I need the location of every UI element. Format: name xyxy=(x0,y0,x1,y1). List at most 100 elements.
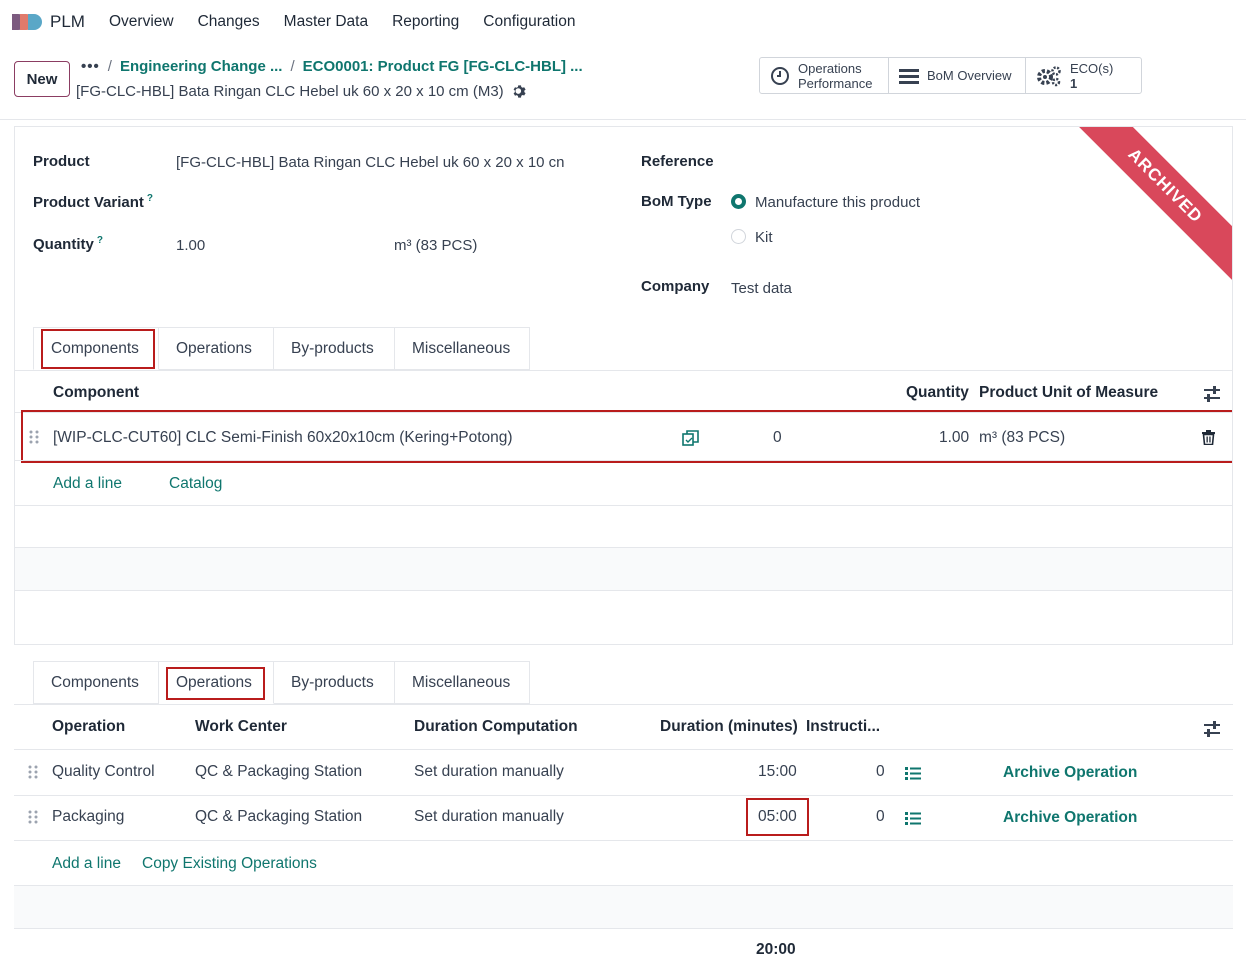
highlight-component-row xyxy=(21,410,1232,463)
row-divider xyxy=(14,840,1233,841)
tab-components[interactable]: Components xyxy=(33,327,159,370)
bom-type-kit-label[interactable]: Kit xyxy=(755,229,773,246)
column-work-center[interactable]: Work Center xyxy=(195,718,287,735)
archive-operation-button[interactable]: Archive Operation xyxy=(1003,764,1138,781)
quantity-uom-field[interactable]: m³ (83 PCS) xyxy=(394,237,478,254)
main-menu: Overview Changes Master Data Reporting C… xyxy=(109,13,600,31)
drag-handle-icon[interactable] xyxy=(28,810,38,824)
ecos-label: ECO(s) xyxy=(1070,60,1114,76)
control-panel-divider xyxy=(0,119,1246,120)
highlight-duration-cell xyxy=(746,798,809,836)
row-divider xyxy=(15,547,1232,548)
company-label: Company xyxy=(641,278,710,295)
clock-icon xyxy=(771,66,789,85)
header-divider xyxy=(15,412,1232,413)
menu-master-data[interactable]: Master Data xyxy=(283,13,369,30)
catalog-link[interactable]: Catalog xyxy=(169,475,223,492)
bom-type-manufacture-radio[interactable] xyxy=(731,194,746,209)
component-quantity[interactable]: 1.00 xyxy=(939,429,970,446)
form-sheet: ARCHIVED Product [FG-CLC-HBL] Bata Ringa… xyxy=(14,126,1233,645)
archive-operation-button[interactable]: Archive Operation xyxy=(1003,809,1138,826)
optional-columns-icon[interactable] xyxy=(1203,386,1221,402)
archived-ribbon: ARCHIVED xyxy=(1070,127,1232,281)
column-instructions[interactable]: Instructi... xyxy=(806,718,881,735)
operations-section: Components Operations By-products Miscel… xyxy=(14,645,1233,971)
quantity-field[interactable]: 1.00 xyxy=(176,237,206,254)
column-duration[interactable]: Duration (minutes) xyxy=(660,718,798,735)
notebook-tabs: Components Operations By-products Miscel… xyxy=(33,661,530,704)
quantity-label: Quantity? xyxy=(33,235,103,253)
company-field[interactable]: Test data xyxy=(731,280,792,297)
reference-label: Reference xyxy=(641,153,714,170)
copy-existing-operations-link[interactable]: Copy Existing Operations xyxy=(142,855,317,872)
operation-work-center[interactable]: QC & Packaging Station xyxy=(195,763,363,780)
operation-computation[interactable]: Set duration manually xyxy=(414,808,564,825)
menu-changes[interactable]: Changes xyxy=(197,13,260,30)
column-quantity[interactable]: Quantity xyxy=(906,384,969,401)
operation-duration[interactable]: 05:00 xyxy=(758,808,797,825)
empty-row xyxy=(15,548,1232,590)
tabs-baseline xyxy=(15,370,1232,371)
tab-miscellaneous[interactable]: Miscellaneous xyxy=(395,327,530,370)
row-divider xyxy=(15,505,1232,506)
tab-by-products[interactable]: By-products xyxy=(274,327,395,370)
cogs-icon xyxy=(1037,65,1061,86)
help-icon[interactable]: ? xyxy=(96,235,103,246)
component-uom[interactable]: m³ (83 PCS) xyxy=(979,429,1066,446)
operation-work-center[interactable]: QC & Packaging Station xyxy=(195,808,363,825)
row-divider xyxy=(15,460,1232,461)
list-icon[interactable] xyxy=(905,812,921,825)
add-line-link[interactable]: Add a line xyxy=(52,855,121,872)
gear-icon[interactable] xyxy=(512,84,527,99)
help-icon[interactable]: ? xyxy=(146,193,153,204)
breadcrumb: ••• / Engineering Change ... / ECO0001: Prod… xyxy=(81,58,583,75)
row-divider xyxy=(14,795,1233,796)
component-availability: 0 xyxy=(773,429,782,446)
tab-miscellaneous[interactable]: Miscellaneous xyxy=(395,661,530,704)
column-operation[interactable]: Operation xyxy=(52,718,126,735)
tab-operations[interactable]: Operations xyxy=(159,327,274,370)
bom-overview-label: BoM Overview xyxy=(927,68,1012,83)
product-field[interactable]: [FG-CLC-HBL] Bata Ringan CLC Hebel uk 60… xyxy=(176,154,565,171)
operation-instructions-count: 0 xyxy=(876,808,885,825)
new-button[interactable]: New xyxy=(14,61,70,97)
list-icon[interactable] xyxy=(905,767,921,780)
operation-duration[interactable]: 15:00 xyxy=(758,763,797,780)
drag-handle-icon[interactable] xyxy=(29,430,39,444)
component-name[interactable]: [WIP-CLC-CUT60] CLC Semi-Finish 60x20x10… xyxy=(53,429,513,446)
drag-handle-icon[interactable] xyxy=(28,765,38,779)
menu-overview[interactable]: Overview xyxy=(109,13,174,30)
operation-name[interactable]: Packaging xyxy=(52,808,125,825)
breadcrumb-engineering-change[interactable]: Engineering Change ... xyxy=(119,58,283,75)
operation-name[interactable]: Quality Control xyxy=(52,763,155,780)
bars-icon xyxy=(899,68,919,84)
add-line-link[interactable]: Add a line xyxy=(53,475,122,492)
menu-reporting[interactable]: Reporting xyxy=(392,13,460,30)
row-divider xyxy=(15,590,1232,591)
bom-overview-button[interactable]: BoM Overview xyxy=(889,58,1026,93)
bom-type-manufacture-label[interactable]: Manufacture this product xyxy=(755,194,921,211)
optional-columns-icon[interactable] xyxy=(1203,721,1221,737)
row-divider xyxy=(14,885,1233,886)
breadcrumb-more[interactable]: ••• xyxy=(81,58,100,75)
operations-performance-label-1: Operations xyxy=(798,60,862,76)
row-divider xyxy=(14,928,1233,929)
column-component[interactable]: Component xyxy=(53,384,140,401)
operations-performance-button[interactable]: Operations Performance xyxy=(760,58,889,93)
column-duration-computation[interactable]: Duration Computation xyxy=(414,718,578,735)
bom-type-kit-radio[interactable] xyxy=(731,229,746,244)
ecos-button[interactable]: ECO(s) 1 xyxy=(1026,58,1141,93)
tab-by-products[interactable]: By-products xyxy=(274,661,395,704)
top-navbar: PLM Overview Changes Master Data Reporti… xyxy=(0,0,1246,44)
breadcrumb-eco[interactable]: ECO0001: Product FG [FG-CLC-HBL] ... xyxy=(302,58,583,75)
menu-configuration[interactable]: Configuration xyxy=(483,13,576,30)
trash-icon[interactable] xyxy=(1202,430,1215,445)
product-variant-label: Product Variant? xyxy=(33,193,153,211)
empty-row xyxy=(14,886,1233,928)
app-name[interactable]: PLM xyxy=(50,12,85,31)
copy-icon[interactable] xyxy=(682,430,699,446)
tab-components[interactable]: Components xyxy=(33,661,159,704)
odoo-logo-icon[interactable] xyxy=(10,11,42,33)
column-uom[interactable]: Product Unit of Measure xyxy=(979,384,1159,401)
operation-computation[interactable]: Set duration manually xyxy=(414,763,564,780)
